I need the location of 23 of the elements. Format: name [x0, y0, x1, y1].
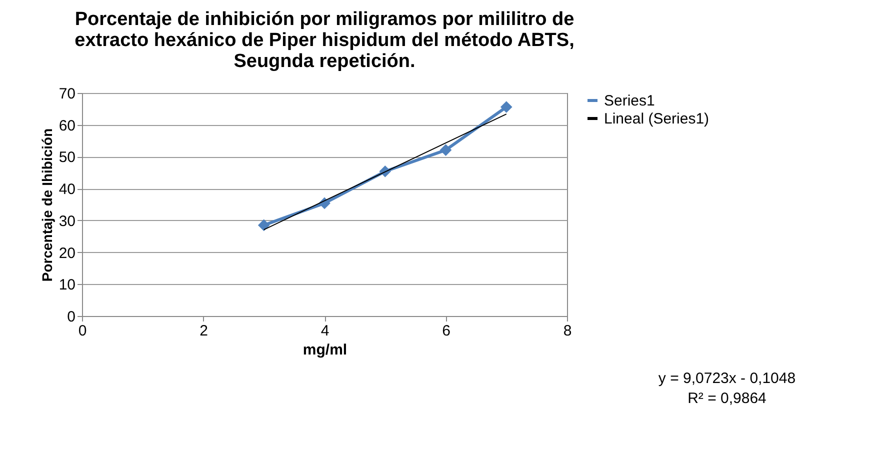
- y-tick-label: 50: [58, 149, 76, 166]
- y-tick-label: 30: [58, 212, 76, 230]
- y-tick-label: 40: [58, 181, 76, 198]
- y-tick-label: 70: [58, 86, 76, 102]
- x-tick-label: 2: [200, 322, 208, 340]
- x-tick-label: 8: [563, 322, 572, 340]
- x-tick-label: 6: [442, 322, 450, 340]
- y-axis-title: Porcentaje de Ihibición: [38, 128, 55, 282]
- x-tick-label: 4: [320, 322, 330, 340]
- point: [258, 219, 270, 232]
- text: y = 9,0723x - 0,1048: [658, 370, 796, 387]
- legend-label: Lineal (Series1): [604, 110, 710, 128]
- point: [440, 144, 452, 156]
- point: [500, 101, 512, 113]
- y-tick-label: 20: [58, 244, 76, 262]
- y-tick-label: 10: [58, 276, 76, 294]
- y-tick-label: 0: [67, 308, 76, 326]
- y-tick-label: 60: [58, 117, 76, 134]
- text: R² = 0,9864: [688, 390, 766, 407]
- legend-label: Series1: [604, 92, 655, 110]
- chart-title: Porcentaje de inhibición por miligramos por mililitro de extracto hexánico de Piper hispidum del método ABTS, Seugnda repetición.: [74, 9, 574, 72]
- x-tick-label: 0: [78, 322, 87, 340]
- x-axis-title: mg/ml: [302, 342, 348, 358]
